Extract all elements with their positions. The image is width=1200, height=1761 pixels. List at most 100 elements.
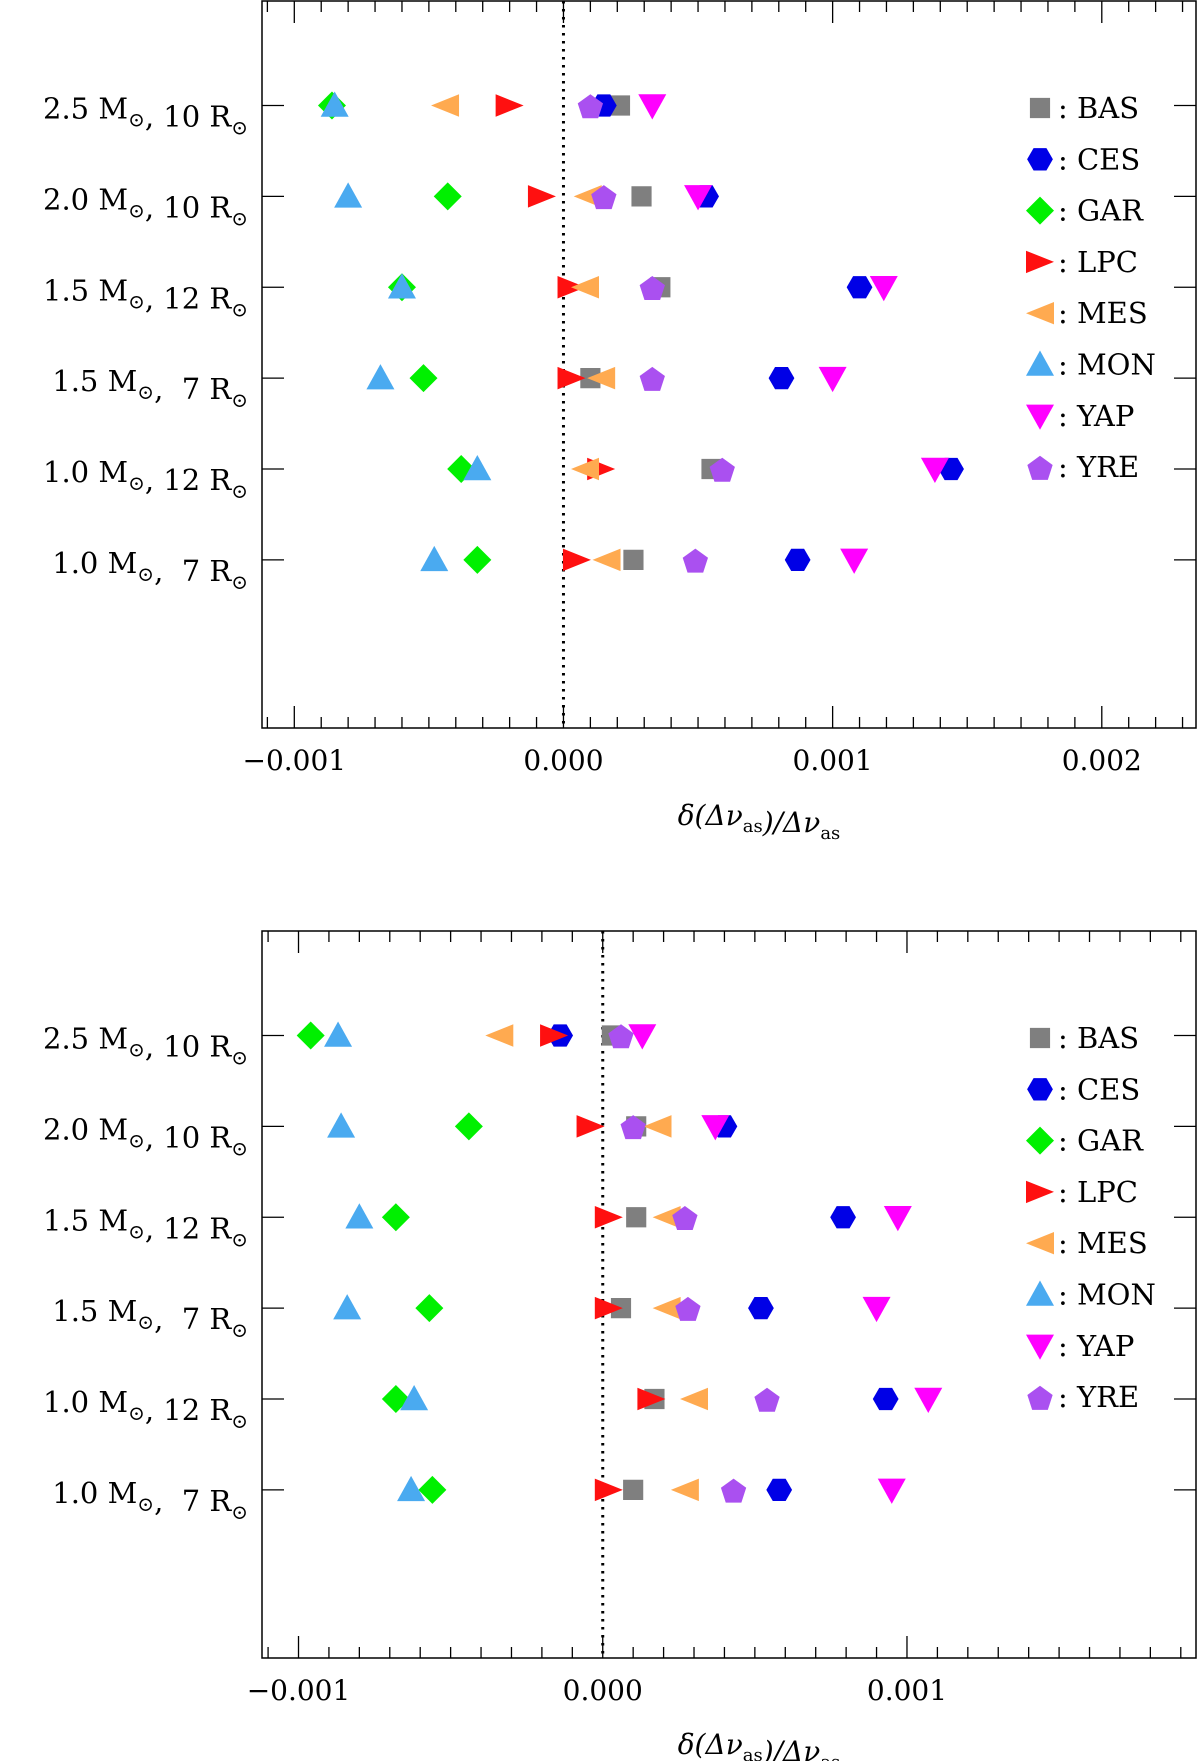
point-yre-5: [709, 457, 735, 482]
point-mon-6: [397, 1475, 426, 1502]
point-yre-6: [682, 548, 708, 573]
y-category-label-1-5-m-12-r: 1.5 M⊙, 12 R⊙: [43, 1203, 248, 1251]
point-mes-3: [570, 276, 599, 299]
point-gar-2: [433, 182, 462, 211]
point-mon-1: [324, 1021, 353, 1047]
y-category-label-1-5-m-7-r: 1.5 M⊙, 7 R⊙: [52, 364, 248, 412]
legend-label-mes: : MES: [1058, 1226, 1148, 1260]
point-yap-3: [869, 276, 898, 302]
point-yap-1: [638, 94, 667, 120]
point-lpc-1: [540, 1024, 569, 1047]
point-lpc-4: [557, 366, 586, 390]
point-mon-5: [400, 1385, 429, 1411]
point-yap-6: [877, 1478, 906, 1504]
y-category-label-2-5-m-10-r: 2.5 M⊙, 10 R⊙: [43, 1022, 248, 1070]
legend-label-ces: : CES: [1058, 1072, 1140, 1106]
point-mon-3: [345, 1203, 374, 1229]
point-lpc-4: [594, 1296, 623, 1320]
y-category-label-1-5-m-12-r: 1.5 M⊙, 12 R⊙: [43, 273, 248, 321]
point-lpc-2: [527, 185, 556, 208]
point-gar-1: [296, 1021, 325, 1050]
y-category-label-2-0-m-10-r: 2.0 M⊙, 10 R⊙: [43, 182, 248, 230]
legend-marker-bas: [1029, 1027, 1051, 1049]
point-yre-1: [608, 1024, 634, 1049]
point-gar-3: [381, 1203, 410, 1232]
legend-label-mes: : MES: [1058, 296, 1148, 330]
point-mes-5: [570, 457, 599, 481]
point-yre-3: [672, 1205, 698, 1231]
plot-frame: [261, 0, 1197, 729]
x-tick-label: 0.000: [563, 1674, 643, 1707]
x-axis-label: δ(Δνas)/Δνas: [678, 799, 841, 844]
point-bas-1: [609, 95, 631, 116]
plot-frame: [261, 930, 1197, 1659]
legend-marker-lpc: [1026, 1180, 1054, 1204]
x-axis-label: δ(Δνas)/Δνas: [678, 1728, 841, 1761]
legend-marker-ces: [1027, 1078, 1053, 1101]
legend-label-gar: : GAR: [1058, 1124, 1144, 1158]
point-yre-2: [591, 185, 617, 210]
y-category-label-1-5-m-7-r: 1.5 M⊙, 7 R⊙: [52, 1294, 248, 1342]
point-mes-2: [643, 1115, 672, 1138]
point-mes-6: [592, 548, 621, 572]
legend-label-ces: : CES: [1058, 142, 1140, 176]
point-yre-2: [620, 1115, 646, 1140]
y-category-label-2-0-m-10-r: 2.0 M⊙, 10 R⊙: [43, 1112, 248, 1160]
legend-marker-mes: [1026, 1232, 1054, 1255]
point-ces-6: [766, 1478, 793, 1502]
point-mes-3: [652, 1206, 681, 1229]
point-bas-3: [626, 1207, 647, 1228]
x-tick-label: 0.001: [793, 744, 873, 777]
chart-panel-2: −0.001 0.000 0.001 δ(Δνas)/Δνas 2.5 M⊙, 10 R…: [43, 930, 1197, 1761]
legend-marker-gar: [1026, 1126, 1054, 1155]
legend: : BAS: CES: GAR: LPC: MES: MON: YAP: YRE: [1026, 1021, 1156, 1414]
point-lpc-3: [594, 1206, 623, 1229]
x-tick-label: −0.001: [242, 744, 346, 777]
point-ces-5: [872, 1387, 899, 1411]
legend-marker-yap: [1026, 1334, 1054, 1360]
legend-label-mon: : MON: [1058, 1278, 1156, 1312]
point-mon-3: [387, 273, 416, 299]
point-yap-3: [883, 1206, 912, 1232]
legend-label-bas: : BAS: [1058, 91, 1139, 125]
x-tick-label: 0.001: [867, 1674, 947, 1707]
legend-marker-mes: [1026, 302, 1054, 325]
point-lpc-6: [562, 548, 591, 572]
point-gar-6: [463, 545, 492, 574]
legend-label-gar: : GAR: [1058, 194, 1144, 228]
x-tick-label: −0.001: [247, 1674, 351, 1707]
legend-label-bas: : BAS: [1058, 1021, 1139, 1055]
legend-marker-bas: [1029, 97, 1051, 119]
y-category-label-1-0-m-7-r: 1.0 M⊙, 7 R⊙: [52, 546, 248, 594]
y-category-label-1-0-m-7-r: 1.0 M⊙, 7 R⊙: [52, 1476, 248, 1524]
point-gar-6: [418, 1475, 447, 1504]
point-mon-4: [333, 1294, 362, 1320]
x-tick-label: 0.000: [523, 744, 603, 777]
legend-marker-mon: [1026, 350, 1054, 376]
legend-label-yre: : YRE: [1058, 1380, 1139, 1414]
point-mes-5: [680, 1387, 709, 1411]
point-ces-6: [784, 548, 811, 572]
point-yap-6: [840, 548, 869, 574]
point-ces-3: [846, 276, 873, 299]
legend-label-yap: : YAP: [1058, 399, 1134, 433]
legend-marker-lpc: [1026, 250, 1054, 274]
y-category-label-1-0-m-12-r: 1.0 M⊙, 12 R⊙: [43, 1385, 248, 1433]
point-mon-1: [320, 91, 349, 117]
point-ces-4: [768, 366, 795, 390]
point-bas-6: [623, 549, 644, 570]
point-mon-6: [420, 545, 449, 572]
legend-label-mon: : MON: [1058, 348, 1156, 382]
point-mon-5: [463, 455, 492, 481]
point-mon-4: [366, 364, 395, 390]
y-category-label-2-5-m-10-r: 2.5 M⊙, 10 R⊙: [43, 92, 248, 140]
point-lpc-5: [637, 1387, 666, 1411]
point-yap-4: [818, 366, 847, 393]
y-category-label-1-0-m-12-r: 1.0 M⊙, 12 R⊙: [43, 455, 248, 503]
point-yre-4: [675, 1296, 701, 1321]
legend-label-lpc: : LPC: [1058, 245, 1138, 279]
point-yre-3: [639, 275, 665, 301]
legend-marker-yre: [1027, 1385, 1053, 1410]
point-lpc-6: [594, 1478, 623, 1502]
